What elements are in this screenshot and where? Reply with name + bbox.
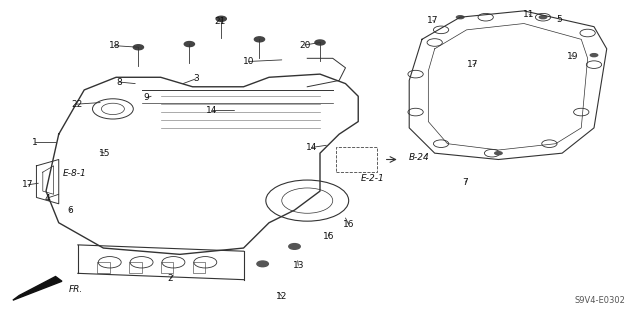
Text: 8: 8	[116, 78, 122, 86]
Circle shape	[184, 41, 195, 47]
Text: 13: 13	[292, 261, 304, 270]
Text: 20: 20	[299, 41, 310, 49]
Circle shape	[216, 16, 227, 21]
Text: 9: 9	[144, 93, 150, 102]
Bar	[336, 147, 378, 172]
Text: 16: 16	[343, 220, 355, 229]
Text: 17: 17	[467, 60, 479, 69]
Text: E-2-1: E-2-1	[361, 174, 385, 183]
Polygon shape	[13, 277, 62, 300]
Text: FR.: FR.	[68, 285, 83, 294]
Text: 16: 16	[323, 232, 334, 241]
Text: 19: 19	[566, 52, 578, 61]
Text: 17: 17	[427, 16, 438, 25]
Circle shape	[289, 244, 300, 249]
Circle shape	[257, 261, 268, 267]
Text: 5: 5	[557, 15, 563, 24]
Text: 12: 12	[276, 292, 287, 300]
Text: 22: 22	[71, 100, 82, 109]
Circle shape	[315, 40, 325, 45]
Text: 15: 15	[99, 149, 110, 158]
Text: 7: 7	[463, 178, 468, 187]
Circle shape	[133, 45, 143, 50]
Text: B-24: B-24	[409, 153, 430, 162]
Circle shape	[589, 53, 598, 57]
Text: 14: 14	[206, 106, 218, 115]
Text: 6: 6	[67, 206, 73, 215]
Text: 1: 1	[31, 137, 37, 147]
Text: 21: 21	[214, 18, 226, 26]
Bar	[97, 262, 109, 273]
Circle shape	[254, 37, 264, 42]
Bar	[161, 262, 173, 273]
Text: S9V4-E0302: S9V4-E0302	[575, 296, 626, 305]
Text: E-8-1: E-8-1	[63, 169, 86, 178]
Circle shape	[494, 151, 503, 155]
Text: 18: 18	[109, 41, 120, 50]
Text: 10: 10	[243, 57, 254, 66]
Text: 11: 11	[524, 10, 535, 19]
Text: 4: 4	[44, 194, 50, 203]
Circle shape	[456, 15, 465, 19]
Bar	[129, 262, 141, 273]
Text: 14: 14	[306, 143, 317, 152]
Text: 2: 2	[168, 274, 173, 283]
Text: 17: 17	[22, 180, 34, 189]
Circle shape	[539, 15, 547, 19]
Bar	[193, 262, 205, 273]
Text: 3: 3	[193, 74, 198, 83]
